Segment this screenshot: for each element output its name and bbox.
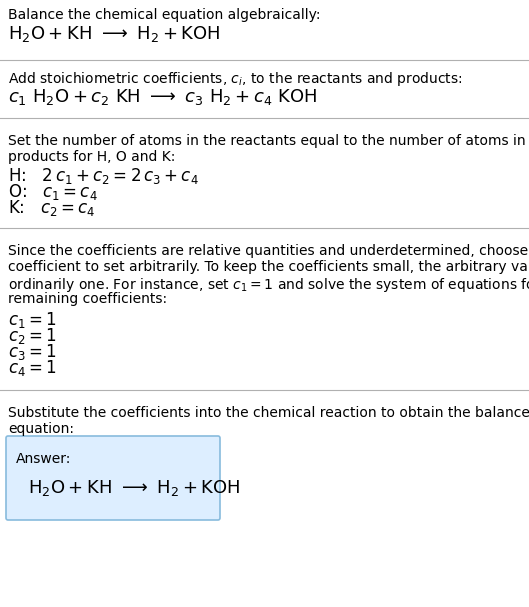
Text: products for H, O and K:: products for H, O and K: bbox=[8, 150, 176, 164]
Text: Balance the chemical equation algebraically:: Balance the chemical equation algebraica… bbox=[8, 8, 321, 22]
Text: Add stoichiometric coefficients, $c_i$, to the reactants and products:: Add stoichiometric coefficients, $c_i$, … bbox=[8, 70, 463, 88]
Text: Substitute the coefficients into the chemical reaction to obtain the balanced: Substitute the coefficients into the che… bbox=[8, 406, 529, 420]
Text: $c_2 = 1$: $c_2 = 1$ bbox=[8, 326, 57, 346]
Text: $c_4 = 1$: $c_4 = 1$ bbox=[8, 358, 57, 378]
Text: H:   $2\,c_1 + c_2 = 2\,c_3 + c_4$: H: $2\,c_1 + c_2 = 2\,c_3 + c_4$ bbox=[8, 166, 199, 186]
Text: $\mathrm{H_2O + KH\ \longrightarrow\ H_2 + KOH}$: $\mathrm{H_2O + KH\ \longrightarrow\ H_2… bbox=[28, 478, 240, 498]
Text: O:   $c_1 = c_4$: O: $c_1 = c_4$ bbox=[8, 182, 98, 202]
Text: $c_1\ \mathrm{H_2O} + c_2\ \mathrm{KH}\ \longrightarrow\ c_3\ \mathrm{H_2} + c_4: $c_1\ \mathrm{H_2O} + c_2\ \mathrm{KH}\ … bbox=[8, 87, 317, 107]
Text: $c_1 = 1$: $c_1 = 1$ bbox=[8, 310, 57, 330]
Text: remaining coefficients:: remaining coefficients: bbox=[8, 292, 167, 306]
Text: $c_3 = 1$: $c_3 = 1$ bbox=[8, 342, 57, 362]
Text: $\mathrm{H_2O + KH\ \longrightarrow\ H_2 + KOH}$: $\mathrm{H_2O + KH\ \longrightarrow\ H_2… bbox=[8, 24, 221, 44]
Text: Answer:: Answer: bbox=[16, 452, 71, 466]
Text: Since the coefficients are relative quantities and underdetermined, choose a: Since the coefficients are relative quan… bbox=[8, 244, 529, 258]
Text: coefficient to set arbitrarily. To keep the coefficients small, the arbitrary va: coefficient to set arbitrarily. To keep … bbox=[8, 260, 529, 274]
Text: ordinarily one. For instance, set $c_1 = 1$ and solve the system of equations fo: ordinarily one. For instance, set $c_1 =… bbox=[8, 276, 529, 294]
Text: Set the number of atoms in the reactants equal to the number of atoms in the: Set the number of atoms in the reactants… bbox=[8, 134, 529, 148]
Text: K:   $c_2 = c_4$: K: $c_2 = c_4$ bbox=[8, 198, 96, 218]
Text: equation:: equation: bbox=[8, 422, 74, 436]
FancyBboxPatch shape bbox=[6, 436, 220, 520]
